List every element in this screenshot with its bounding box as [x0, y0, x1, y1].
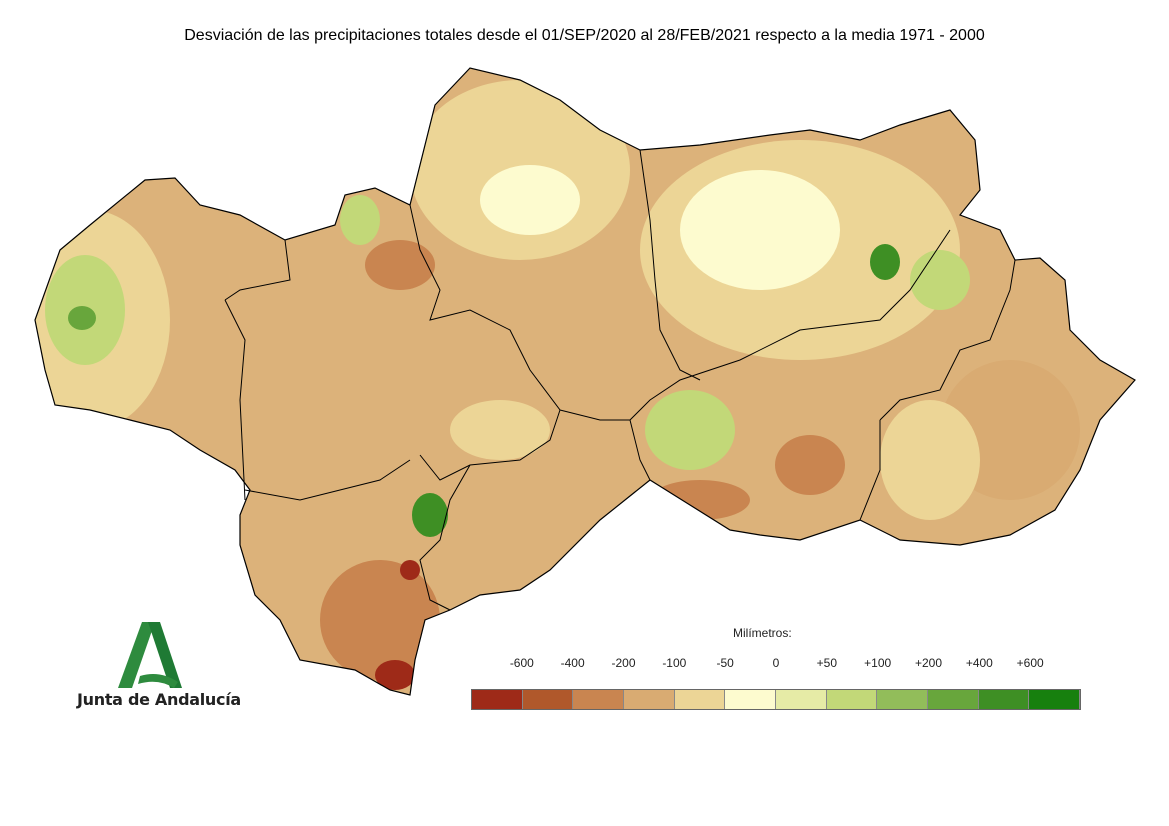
legend-swatch	[928, 690, 979, 709]
legend-swatch	[776, 690, 827, 709]
legend-swatch	[1029, 690, 1081, 709]
legend-swatch	[522, 690, 574, 709]
legend-swatch	[624, 690, 675, 709]
legend-tick-label: 0	[772, 656, 780, 670]
legend-tick-label: +400	[965, 656, 993, 670]
legend-tick-label: -100	[662, 656, 687, 670]
legend-tick-label: +100	[864, 656, 892, 670]
legend-tick-label: -50	[716, 656, 734, 670]
legend-swatch	[826, 690, 878, 709]
legend-swatch	[877, 690, 929, 709]
legend-tick-label: -600	[509, 656, 534, 670]
legend-tick-label: +50	[816, 656, 838, 670]
map-title: Desviación de las precipitaciones totale…	[184, 27, 985, 44]
legend-swatch	[472, 690, 523, 709]
legend-swatch	[674, 690, 726, 709]
legend-color-bar	[471, 689, 1081, 710]
legend-title: Milímetros:	[733, 626, 792, 640]
logo-text: Junta de Andalucía	[77, 690, 241, 709]
legend-tick-label: +200	[914, 656, 943, 670]
legend-swatch	[725, 690, 777, 709]
legend-tick-label: -400	[560, 656, 585, 670]
junta-de-andalucia-logo	[118, 622, 182, 688]
province-borders	[224, 149, 1016, 611]
legend-swatch	[573, 690, 625, 709]
legend-tick-label: +600	[1016, 656, 1044, 670]
legend-swatch	[978, 690, 1030, 709]
legend-tick-label: -200	[611, 656, 636, 670]
